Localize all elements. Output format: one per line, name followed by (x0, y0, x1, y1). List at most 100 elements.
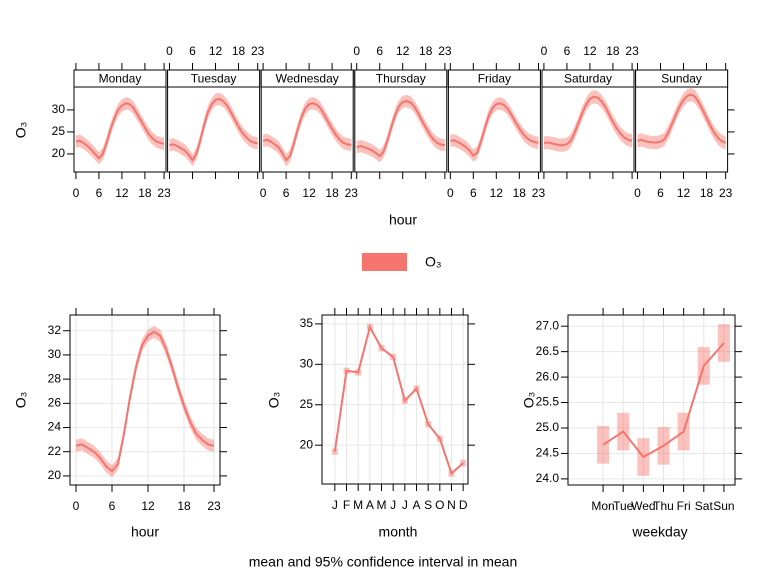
x-tick-label: 0 (353, 44, 360, 58)
y-tick-label: 24.0 (536, 471, 560, 485)
strip-label: Monday (99, 72, 142, 86)
x-tick-label: J (332, 498, 338, 512)
plot-frame (321, 314, 469, 485)
y-tick-label: 24.5 (536, 446, 560, 460)
x-tick-label: 23 (251, 44, 265, 58)
x-tick-label: 12 (141, 499, 155, 513)
series-line (602, 342, 725, 459)
x-tick-label: 12 (490, 186, 504, 200)
x-tick-label: Sun (713, 499, 734, 513)
x-axis-label: hour (131, 524, 159, 540)
x-tick-label: 6 (283, 186, 290, 200)
strip-label: Thursday (376, 72, 426, 86)
x-tick-label: 0 (73, 499, 80, 513)
x-tick-label: 0 (73, 186, 80, 200)
strip (447, 69, 541, 88)
x-tick-label: O (435, 498, 444, 512)
x-tick-label: Wed (631, 499, 655, 513)
y-tick-label: 26 (48, 395, 62, 409)
x-tick-label: 23 (625, 44, 639, 58)
x-tick-label: N (447, 498, 456, 512)
y-tick-label: 26.5 (536, 344, 560, 358)
y-tick-label: 22 (48, 444, 62, 458)
x-tick-label: 6 (470, 186, 477, 200)
x-tick-label: 18 (232, 44, 246, 58)
strip (260, 69, 354, 88)
x-tick-label: Fri (677, 499, 691, 513)
y-tick-label: 25 (300, 397, 314, 411)
y-tick-label: 30 (300, 356, 314, 370)
x-tick-label: 6 (657, 186, 664, 200)
x-tick-label: A (412, 498, 420, 512)
x-tick-label: 18 (606, 44, 620, 58)
x-tick-label: 6 (564, 44, 571, 58)
strip (73, 69, 167, 88)
x-tick-label: 6 (109, 499, 116, 513)
y-tick-label: 25.5 (536, 395, 560, 409)
x-tick-label: 18 (177, 499, 191, 513)
x-tick-label: Sat (695, 499, 714, 513)
x-tick-label: A (366, 498, 374, 512)
x-tick-label: 18 (513, 186, 527, 200)
strip-label: Wednesday (276, 72, 339, 86)
strip-label: Saturday (564, 72, 612, 86)
x-tick-label: 0 (166, 44, 173, 58)
confidence-band (637, 87, 726, 150)
series-line (637, 93, 727, 144)
y-tick-label: 20 (52, 146, 66, 160)
y-axis-label: O₃ (266, 392, 282, 409)
series-line (262, 102, 352, 162)
y-axis-label: O₃ (13, 122, 29, 139)
strip-label: Sunday (661, 72, 702, 86)
x-axis-label: hour (389, 212, 417, 228)
x-tick-label: 0 (447, 186, 454, 200)
x-axis-label: month (379, 524, 418, 540)
x-tick-label: Thu (653, 499, 674, 513)
y-axis-label: O₃ (13, 392, 29, 409)
x-tick-label: M (353, 498, 363, 512)
x-tick-label: 18 (138, 186, 152, 200)
x-tick-label: 18 (325, 186, 339, 200)
y-tick-label: 28 (48, 371, 62, 385)
x-tick-label: 12 (209, 44, 223, 58)
x-tick-label: F (343, 498, 350, 512)
y-tick-label: 25 (52, 124, 66, 138)
x-tick-label: 23 (157, 186, 171, 200)
series-line (333, 324, 464, 476)
strip (167, 69, 261, 88)
x-tick-label: 0 (541, 44, 548, 58)
series-line (75, 102, 165, 160)
x-tick-label: 23 (438, 44, 452, 58)
x-tick-label: M (377, 498, 387, 512)
x-tick-label: 12 (115, 186, 129, 200)
caption: mean and 95% confidence interval in mean (249, 554, 518, 570)
y-tick-label: 30 (52, 102, 66, 116)
x-tick-label: J (390, 498, 396, 512)
strip-label: Tuesday (191, 72, 237, 86)
y-tick-label: 32 (48, 323, 62, 337)
strip (635, 69, 729, 88)
x-tick-label: 6 (376, 44, 383, 58)
x-tick-label: 23 (532, 186, 546, 200)
y-tick-label: 20 (48, 468, 62, 482)
x-tick-label: 23 (207, 499, 221, 513)
x-tick-label: J (402, 498, 408, 512)
x-tick-label: 12 (677, 186, 691, 200)
plot-frame (69, 314, 221, 486)
series-line (75, 330, 215, 473)
x-tick-label: 12 (302, 186, 316, 200)
x-tick-label: 18 (700, 186, 714, 200)
x-tick-label: 23 (719, 186, 733, 200)
confidence-band (169, 92, 258, 167)
x-tick-label: D (459, 498, 468, 512)
y-tick-label: 24 (48, 420, 62, 434)
legend-swatch (362, 253, 407, 271)
y-tick-label: 25.0 (536, 420, 560, 434)
x-tick-label: 6 (189, 44, 196, 58)
y-tick-label: 27.0 (536, 318, 560, 332)
strip (354, 69, 448, 88)
x-tick-label: 12 (583, 44, 597, 58)
y-axis-label: O₃ (521, 392, 537, 409)
x-tick-label: Mon (591, 499, 614, 513)
